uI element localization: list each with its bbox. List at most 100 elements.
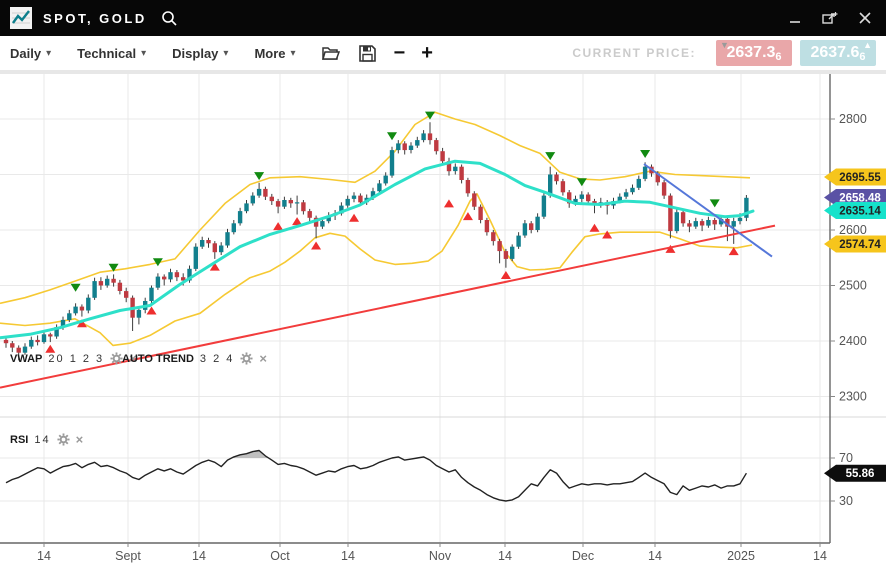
sell-signal-marker <box>152 258 163 267</box>
autotrend-settings-gear-icon[interactable] <box>240 352 253 365</box>
sell-signal-marker <box>70 283 81 292</box>
menu-more[interactable]: More ▾ <box>254 46 295 61</box>
axes-and-ticks: 14Sept14Oct14Nov14Dec1420251428002700260… <box>0 74 867 563</box>
arrow-up-icon: ▲ <box>863 40 872 50</box>
svg-text:70: 70 <box>839 451 853 465</box>
svg-text:2800: 2800 <box>839 112 867 126</box>
buy-signal-marker <box>76 319 87 328</box>
autotrend-params: 3 2 4 <box>199 352 235 365</box>
buy-signal-marker <box>462 212 473 221</box>
autotrend-remove-icon[interactable]: × <box>259 351 267 366</box>
window-title: SPOT, GOLD <box>43 10 147 26</box>
autotrend-name: AUTO TREND <box>122 352 194 365</box>
sell-signal-marker <box>108 263 119 272</box>
toolbar-divider <box>0 70 886 74</box>
toolbar: Daily ▾ Technical ▾ Display ▾ More ▾ − +… <box>0 36 886 70</box>
ask-price-badge: 2637.6 6 ▲ <box>800 40 876 66</box>
svg-text:2300: 2300 <box>839 390 867 404</box>
rsi-name: RSI <box>10 433 29 446</box>
ask-price-pip: 6 <box>859 51 866 63</box>
buy-signal-marker <box>728 247 739 256</box>
title-bar: SPOT, GOLD <box>0 0 886 36</box>
signal-markers-layer <box>45 111 739 353</box>
app-logo-icon <box>10 7 32 29</box>
menu-technical-label: Technical <box>77 45 137 61</box>
price-chart-canvas[interactable]: 14Sept14Oct14Nov14Dec1420251428002700260… <box>0 74 886 568</box>
svg-text:Oct: Oct <box>270 549 290 563</box>
price-tag: 2695.55 <box>824 168 886 186</box>
bid-price-pip: 6 <box>775 51 782 63</box>
svg-text:14: 14 <box>192 549 206 563</box>
svg-text:14: 14 <box>498 549 512 563</box>
chevron-down-icon: ▾ <box>223 47 229 59</box>
buy-signal-marker <box>665 244 676 253</box>
current-price-label: CURRENT PRICE: <box>572 46 696 60</box>
menu-display[interactable]: Display ▾ <box>172 46 228 61</box>
arrow-down-icon: ▼ <box>720 40 729 50</box>
buy-signal-marker <box>349 213 360 222</box>
svg-text:2635.14: 2635.14 <box>839 206 881 218</box>
sell-signal-marker <box>545 152 556 161</box>
svg-text:14: 14 <box>37 549 51 563</box>
vwap-settings-gear-icon[interactable] <box>110 352 123 365</box>
popout-window-button[interactable] <box>822 11 838 26</box>
sell-signal-marker <box>254 172 265 181</box>
buy-signal-marker <box>273 222 284 231</box>
minimize-button[interactable] <box>789 12 802 25</box>
save-button[interactable] <box>358 44 376 62</box>
zoom-out-button[interactable]: − <box>393 42 406 64</box>
rsi-params: 14 <box>34 433 51 446</box>
ask-price-value: 2637.6 <box>810 44 860 61</box>
rsi-plot <box>5 449 747 502</box>
trend-lines <box>0 163 776 389</box>
menu-daily[interactable]: Daily ▾ <box>10 46 51 61</box>
sell-signal-marker <box>640 149 651 158</box>
sell-signal-marker <box>576 178 587 187</box>
vwap-name: VWAP <box>10 352 43 365</box>
buy-signal-marker <box>45 344 56 353</box>
price-tag: 55.86 <box>824 464 886 482</box>
bid-price-badge: ▼ 2637.3 6 <box>716 40 792 66</box>
svg-text:30: 30 <box>839 494 853 508</box>
bid-price-value: 2637.3 <box>726 44 776 61</box>
zoom-in-button[interactable]: + <box>421 42 433 64</box>
rsi-indicator-label: RSI 14 × <box>10 433 83 446</box>
svg-text:2600: 2600 <box>839 223 867 237</box>
svg-text:2025: 2025 <box>727 549 755 563</box>
price-tag: 2658.48 <box>824 189 886 206</box>
close-button[interactable] <box>858 11 872 25</box>
vwap-line <box>0 159 755 340</box>
chevron-down-icon: ▾ <box>290 47 296 59</box>
vwap-remove-icon[interactable]: × <box>129 351 137 366</box>
rsi-remove-icon[interactable]: × <box>75 432 84 447</box>
sell-signal-marker <box>387 132 398 141</box>
menu-daily-label: Daily <box>10 45 42 61</box>
buy-signal-marker <box>589 223 600 232</box>
svg-text:2658.48: 2658.48 <box>839 193 881 205</box>
svg-text:Dec: Dec <box>572 549 594 563</box>
vwap-indicator-label: VWAP 20 1 2 3 × <box>10 352 137 365</box>
svg-text:14: 14 <box>648 549 662 563</box>
menu-technical[interactable]: Technical ▾ <box>77 46 146 61</box>
buy-signal-marker <box>500 270 511 279</box>
sell-signal-marker <box>709 199 720 208</box>
svg-text:2500: 2500 <box>839 279 867 293</box>
svg-text:Sept: Sept <box>115 549 141 563</box>
sell-signal-marker <box>424 111 435 120</box>
rsi-settings-gear-icon[interactable] <box>57 433 70 446</box>
chevron-down-icon: ▾ <box>46 47 52 59</box>
svg-text:14: 14 <box>341 549 355 563</box>
svg-text:14: 14 <box>813 549 827 563</box>
menu-more-label: More <box>254 45 286 61</box>
bollinger-bands <box>0 111 753 347</box>
search-icon[interactable] <box>161 10 178 27</box>
buy-signal-marker <box>292 217 303 226</box>
svg-text:Nov: Nov <box>429 549 452 563</box>
chevron-down-icon: ▾ <box>141 47 147 59</box>
window-controls <box>789 11 872 26</box>
svg-text:2400: 2400 <box>839 334 867 348</box>
open-file-button[interactable] <box>321 45 341 61</box>
buy-signal-marker <box>146 306 157 315</box>
buy-signal-marker <box>209 262 220 271</box>
